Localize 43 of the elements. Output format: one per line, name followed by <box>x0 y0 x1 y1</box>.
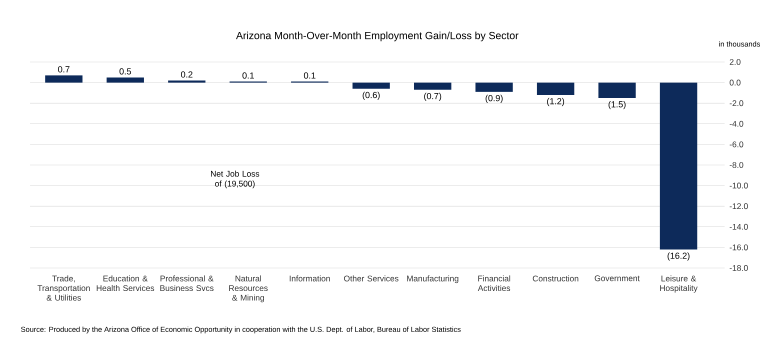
y-tick-label: -4.0 <box>730 120 744 127</box>
data-label: (16.2) <box>668 252 690 261</box>
y-tick-label: -8.0 <box>730 162 744 168</box>
y-tick-label: -12.0 <box>730 203 748 210</box>
bar <box>352 82 390 89</box>
bar <box>660 82 698 250</box>
x-tick-label: Professional & Business Svcs <box>160 275 214 292</box>
data-label: (0.7) <box>424 92 442 101</box>
bar <box>414 82 452 90</box>
data-label: (1.2) <box>547 98 564 106</box>
bar <box>106 77 144 83</box>
bar <box>45 75 82 83</box>
bar <box>598 82 636 98</box>
x-tick-label: Information <box>290 275 330 282</box>
data-label: 0.1 <box>242 72 254 79</box>
y-tick-label: -2.0 <box>730 100 744 106</box>
x-tick-label: Financial Activities <box>478 275 510 292</box>
y-tick-label: 0.0 <box>730 80 741 86</box>
x-tick-label: Trade, Transportation & Utilities <box>38 275 90 301</box>
data-label: 0.1 <box>304 72 316 79</box>
y-tick-label: -18.0 <box>730 265 748 271</box>
data-label: (0.9) <box>486 94 503 103</box>
x-tick-label: Leisure & Hospitality <box>660 275 698 293</box>
x-tick-label: Government <box>594 275 640 282</box>
data-label: 0.2 <box>180 71 192 78</box>
data-label: 0.7 <box>58 66 70 72</box>
x-tick-label: Manufacturing <box>407 275 458 284</box>
x-tick-label: Natural Resources & Mining <box>229 275 268 302</box>
annotation: Net Job Loss of (19,500) <box>211 170 260 188</box>
y-tick-label: -10.0 <box>730 182 748 189</box>
y-tick-label: 2.0 <box>730 59 741 65</box>
bar <box>536 82 574 95</box>
x-tick-label: Construction <box>532 275 578 282</box>
data-label: 0.5 <box>120 68 132 75</box>
x-tick-label: Education & Health Services <box>96 275 154 292</box>
bar <box>475 82 513 92</box>
data-label: (1.5) <box>608 100 626 110</box>
data-label: (0.6) <box>362 92 380 100</box>
y-tick-label: -14.0 <box>730 224 748 230</box>
y-tick-label: -16.0 <box>730 244 748 250</box>
chart-title: Arizona Month-Over-Month Employment Gain/Loss by Sector <box>236 32 518 42</box>
x-tick-label: Other Services <box>344 275 398 282</box>
y-tick-label: -6.0 <box>730 141 744 148</box>
